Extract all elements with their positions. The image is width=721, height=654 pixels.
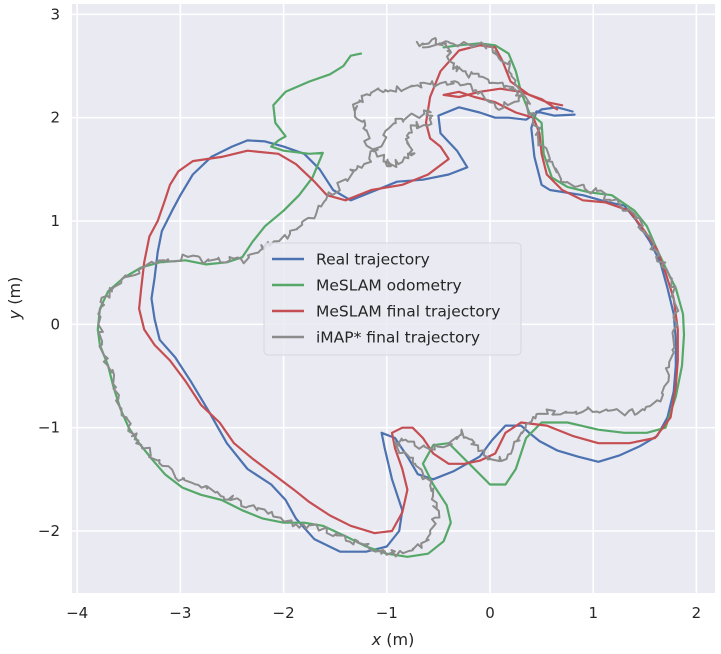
series-line-3 bbox=[138, 44, 679, 535]
series-line-1 bbox=[150, 106, 677, 553]
legend-box bbox=[263, 242, 522, 356]
x-tick-label: −1 bbox=[376, 604, 398, 622]
series-lines bbox=[96, 37, 686, 558]
y-axis-label-var: y bbox=[5, 309, 24, 320]
y-tick-label: 3 bbox=[50, 5, 60, 23]
legend: Real trajectory MeSLAM odometry MeSLAM fin… bbox=[263, 242, 522, 356]
x-tick-label: 2 bbox=[692, 604, 702, 622]
x-tick-label: 1 bbox=[588, 604, 598, 622]
y-tick-label: 2 bbox=[50, 109, 60, 127]
x-axis-label: x (m) bbox=[371, 630, 415, 649]
x-axis-label-unit: (m) bbox=[381, 630, 414, 649]
y-axis-label-unit: (m) bbox=[5, 277, 24, 310]
series-line-4 bbox=[97, 37, 680, 558]
legend-entry: MeSLAM odometry bbox=[316, 277, 462, 295]
y-tick-label: 1 bbox=[50, 212, 60, 230]
legend-entry: MeSLAM final trajectory bbox=[316, 303, 500, 321]
x-tick-label: −4 bbox=[66, 604, 88, 622]
x-tick-label: −3 bbox=[169, 604, 191, 622]
legend-entry: iMAP* final trajectory bbox=[316, 329, 480, 347]
y-tick-label: −2 bbox=[38, 522, 60, 540]
x-tick-labels: −4 −3 −2 −1 0 1 2 bbox=[66, 604, 701, 622]
x-axis-label-var: x bbox=[371, 630, 382, 649]
y-axis-label: y (m) bbox=[5, 277, 24, 321]
y-tick-labels: −2 −1 0 1 2 3 bbox=[38, 5, 60, 540]
x-tick-label: −2 bbox=[273, 604, 295, 622]
series-line-2 bbox=[96, 42, 686, 558]
y-tick-label: −1 bbox=[38, 419, 60, 437]
y-tick-label: 0 bbox=[50, 315, 60, 333]
legend-entry: Real trajectory bbox=[316, 251, 430, 269]
x-tick-label: 0 bbox=[485, 604, 495, 622]
